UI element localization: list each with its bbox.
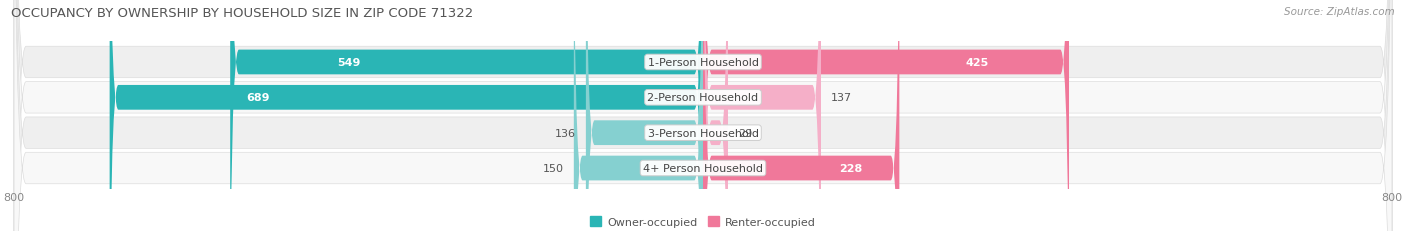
Text: 4+ Person Household: 4+ Person Household: [643, 163, 763, 173]
FancyBboxPatch shape: [703, 0, 821, 231]
Text: 549: 549: [336, 58, 360, 68]
FancyBboxPatch shape: [14, 0, 1392, 231]
Text: 3-Person Household: 3-Person Household: [648, 128, 758, 138]
FancyBboxPatch shape: [586, 0, 703, 231]
Text: Source: ZipAtlas.com: Source: ZipAtlas.com: [1284, 7, 1395, 17]
Text: OCCUPANCY BY OWNERSHIP BY HOUSEHOLD SIZE IN ZIP CODE 71322: OCCUPANCY BY OWNERSHIP BY HOUSEHOLD SIZE…: [11, 7, 474, 20]
FancyBboxPatch shape: [703, 0, 1069, 231]
Text: 136: 136: [554, 128, 575, 138]
FancyBboxPatch shape: [574, 0, 703, 231]
FancyBboxPatch shape: [703, 0, 728, 231]
Text: 425: 425: [966, 58, 990, 68]
Text: 1-Person Household: 1-Person Household: [648, 58, 758, 68]
Legend: Owner-occupied, Renter-occupied: Owner-occupied, Renter-occupied: [586, 212, 820, 231]
FancyBboxPatch shape: [14, 0, 1392, 231]
Text: 228: 228: [838, 163, 862, 173]
Text: 150: 150: [543, 163, 564, 173]
FancyBboxPatch shape: [231, 0, 703, 231]
FancyBboxPatch shape: [14, 0, 1392, 231]
FancyBboxPatch shape: [110, 0, 703, 231]
Text: 2-Person Household: 2-Person Household: [647, 93, 759, 103]
FancyBboxPatch shape: [703, 0, 900, 231]
Text: 689: 689: [246, 93, 270, 103]
FancyBboxPatch shape: [14, 0, 1392, 231]
Text: 29: 29: [738, 128, 752, 138]
Text: 137: 137: [831, 93, 852, 103]
